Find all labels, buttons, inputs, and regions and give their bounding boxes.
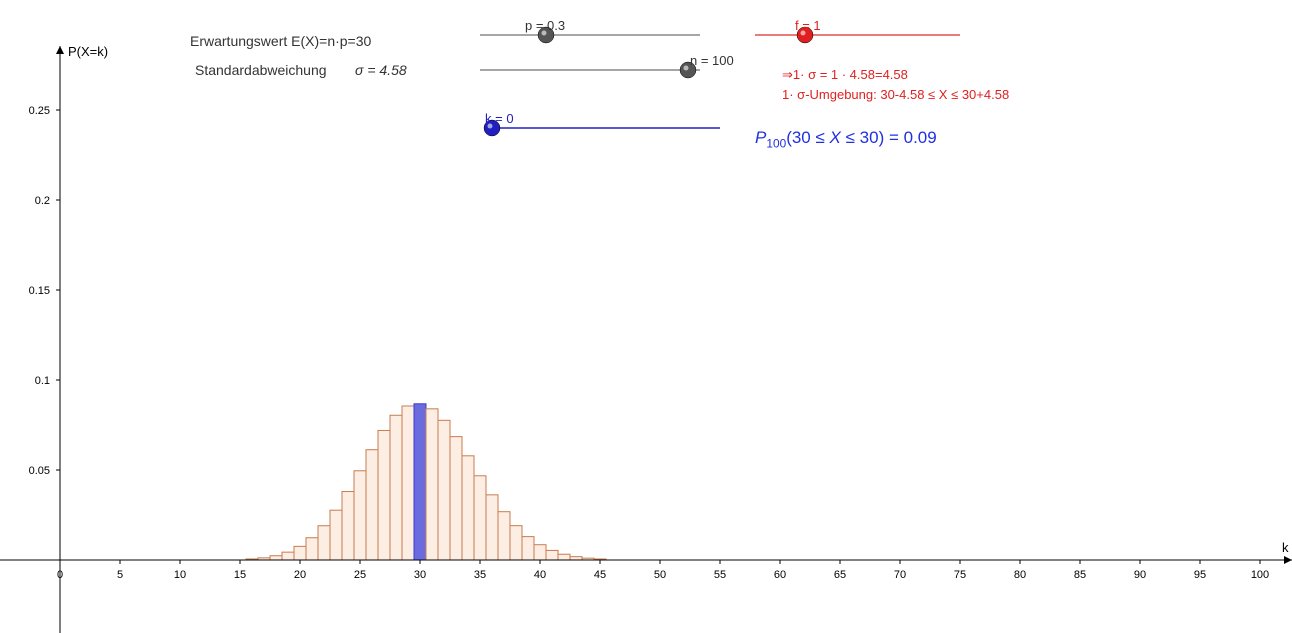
bar-k37 xyxy=(498,512,510,560)
bar-k34 xyxy=(462,456,474,560)
sigma-env-text: 1· σ-Umgebung: 30-4.58 ≤ X ≤ 30+4.58 xyxy=(782,87,1009,102)
x-tick-70: 70 xyxy=(894,569,906,581)
bar-k29 xyxy=(402,406,414,560)
bar-k36 xyxy=(486,495,498,560)
bar-k42 xyxy=(558,554,570,560)
slider-f-label: f = 1 xyxy=(795,18,821,33)
x-tick-75: 75 xyxy=(954,569,966,581)
x-tick-35: 35 xyxy=(474,569,486,581)
x-tick-95: 95 xyxy=(1194,569,1206,581)
bar-k24 xyxy=(342,492,354,560)
slider-p-label: p = 0.3 xyxy=(525,18,565,33)
bar-k23 xyxy=(330,510,342,560)
bar-k26 xyxy=(366,450,378,560)
x-tick-15: 15 xyxy=(234,569,246,581)
x-axis-arrow xyxy=(1284,556,1292,564)
probability-text: P100(30 ≤ X ≤ 30) = 0.09 xyxy=(755,128,937,150)
bar-k39 xyxy=(522,537,534,560)
bar-k41 xyxy=(546,550,558,560)
bar-k40 xyxy=(534,545,546,560)
x-tick-20: 20 xyxy=(294,569,306,581)
bar-k43 xyxy=(570,557,582,560)
x-tick-90: 90 xyxy=(1134,569,1146,581)
slider-n-label: n = 100 xyxy=(690,53,734,68)
bar-k27 xyxy=(378,430,390,560)
y-axis-arrow xyxy=(56,46,64,54)
bar-k35 xyxy=(474,476,486,560)
bar-k19 xyxy=(282,552,294,560)
x-tick-45: 45 xyxy=(594,569,606,581)
sigma-eq-text: σ = 4.58 xyxy=(355,62,407,78)
x-tick-5: 5 xyxy=(117,569,123,581)
y-tick-0.15: 0.15 xyxy=(29,285,50,297)
x-tick-0: 0 xyxy=(57,569,63,581)
bar-k22 xyxy=(318,526,330,560)
x-tick-65: 65 xyxy=(834,569,846,581)
slider-k-label: k = 0 xyxy=(485,111,514,126)
x-tick-30: 30 xyxy=(414,569,426,581)
bar-k31 xyxy=(426,409,438,560)
stddev-label-text: Standardabweichung xyxy=(195,62,327,78)
bar-k18 xyxy=(270,556,282,560)
bar-k30 xyxy=(414,404,426,560)
bar-k33 xyxy=(450,437,462,560)
bar-k21 xyxy=(306,538,318,560)
y-tick-0.25: 0.25 xyxy=(29,105,50,117)
y-tick-0.10: 0.1 xyxy=(35,375,50,387)
x-tick-10: 10 xyxy=(174,569,186,581)
bar-k38 xyxy=(510,526,522,560)
bar-k32 xyxy=(438,420,450,560)
x-tick-55: 55 xyxy=(714,569,726,581)
x-axis-label: k xyxy=(1282,540,1289,555)
y-tick-0.05: 0.05 xyxy=(29,465,50,477)
x-tick-60: 60 xyxy=(774,569,786,581)
y-axis-label: P(X=k) xyxy=(68,44,108,59)
expectation-text: Erwartungswert E(X)=n·p=30 xyxy=(190,33,371,49)
bar-k25 xyxy=(354,471,366,560)
plot-area: 0 5 10 15 20 25 30 35 40 45 50 55 60 65 70 75 80 85 90 95 10… xyxy=(0,0,1292,633)
x-tick-25: 25 xyxy=(354,569,366,581)
y-tick-0.20: 0.2 xyxy=(35,195,50,207)
bar-k20 xyxy=(294,546,306,560)
x-tick-80: 80 xyxy=(1014,569,1026,581)
x-tick-100: 100 xyxy=(1251,569,1269,581)
bar-k28 xyxy=(390,415,402,560)
x-tick-50: 50 xyxy=(654,569,666,581)
x-tick-85: 85 xyxy=(1074,569,1086,581)
x-tick-40: 40 xyxy=(534,569,546,581)
sigma-product-text: ⇒1· σ = 1 · 4.58=4.58 xyxy=(782,67,908,83)
